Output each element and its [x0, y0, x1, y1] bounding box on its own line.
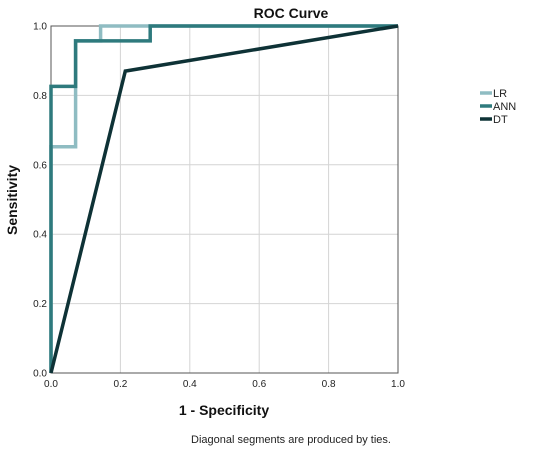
y-tick-label: 0.4	[33, 230, 47, 241]
series-line-lr	[49, 24, 398, 373]
y-tick-label: 0.8	[33, 91, 47, 102]
x-tick-label: 1.0	[391, 379, 405, 390]
chart-title: ROC Curve	[254, 5, 329, 21]
x-tick-label: 0.2	[113, 379, 127, 390]
legend-label-lr: LR	[493, 88, 507, 100]
y-axis-title: Sensitivity	[4, 165, 20, 235]
legend-label-ann: ANN	[493, 101, 516, 113]
legend-label-dt: DT	[493, 114, 508, 126]
tick-labels: 0.0 0.2 0.4 0.6 0.8 1.0 0.0 0.2 0.4 0.6 0.8 1.0	[33, 22, 405, 391]
x-tick-label: 0.0	[44, 379, 58, 390]
series-line-ann	[49, 24, 398, 373]
x-tick-label: 0.4	[183, 379, 197, 390]
footnote: Diagonal segments are produced by ties.	[191, 434, 391, 446]
grid	[51, 26, 398, 373]
series-layer	[49, 24, 399, 374]
plot-frame	[50, 25, 399, 374]
x-tick-label: 0.8	[322, 379, 336, 390]
y-tick-label: 0.0	[33, 369, 47, 380]
y-tick-label: 0.2	[33, 299, 47, 310]
series-line-dt	[49, 24, 399, 374]
y-tick-label: 0.6	[33, 160, 47, 171]
y-tick-label: 1.0	[33, 22, 47, 33]
x-tick-label: 0.6	[252, 379, 266, 390]
x-axis-title: 1 - Specificity	[179, 402, 269, 418]
